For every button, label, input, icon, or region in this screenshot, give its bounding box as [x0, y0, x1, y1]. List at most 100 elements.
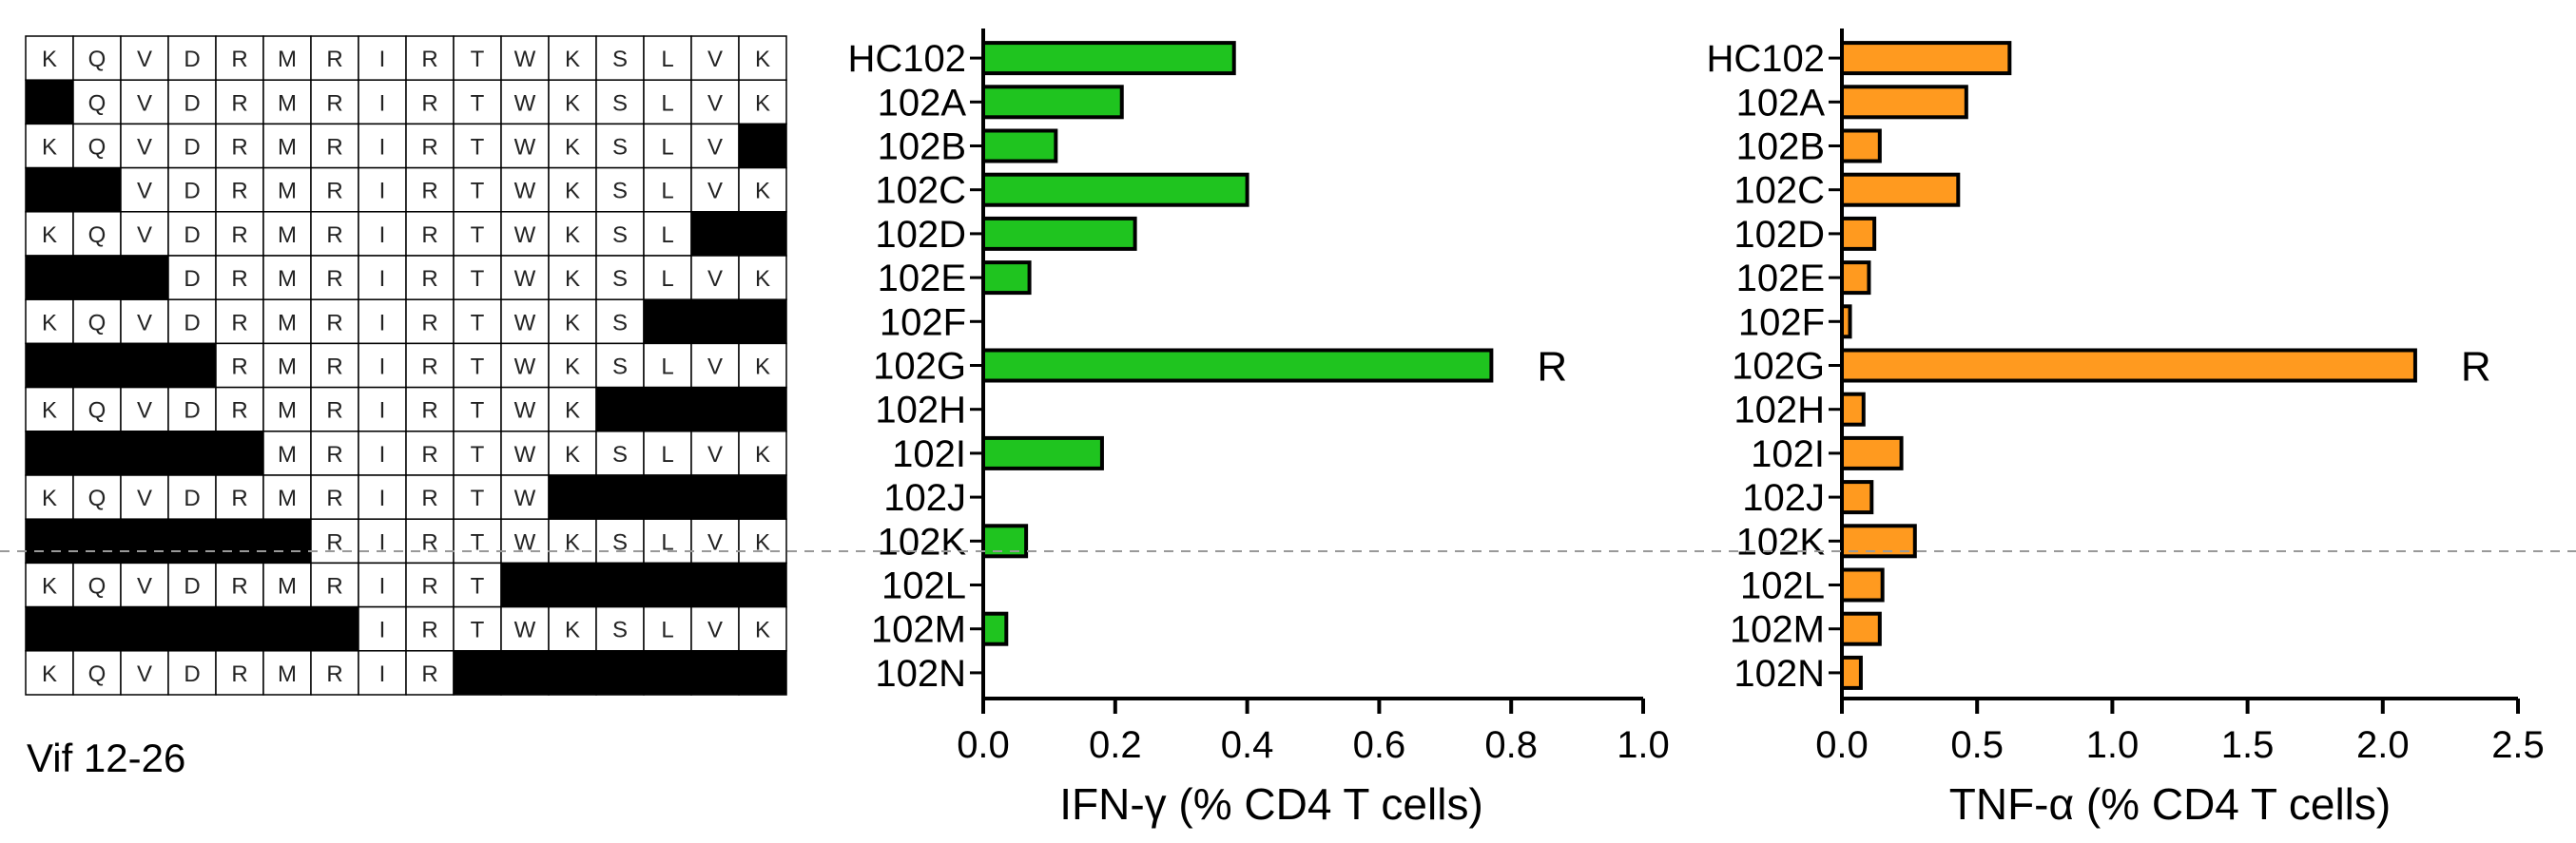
amino-acid-label: R: [231, 486, 247, 511]
amino-acid-label: M: [278, 574, 297, 600]
bar: [981, 128, 1058, 163]
peptide-cell-blank: [738, 298, 787, 345]
peptide-cell: [215, 255, 264, 300]
peptide-cell: [405, 211, 455, 257]
peptide-cell: [25, 211, 74, 257]
peptide-cell: [500, 518, 550, 565]
peptide-cell-blank: [595, 386, 645, 432]
amino-acid-label: I: [379, 266, 386, 292]
amino-acid-label: S: [612, 90, 628, 116]
peptide-caption: Vif 12-26: [27, 736, 185, 780]
peptide-cell-blank: [167, 342, 217, 389]
peptide-cell: [167, 255, 217, 300]
peptide-cell: [262, 650, 312, 696]
amino-acid-label: K: [565, 47, 580, 72]
amino-acid-label: R: [421, 574, 437, 600]
peptide-cell: [738, 35, 787, 81]
amino-acid-label: R: [231, 135, 247, 161]
peptide-cell-blank: [548, 650, 597, 696]
peptide-cell-blank: [215, 431, 264, 476]
amino-acid-label: K: [565, 179, 580, 204]
peptide-cell-blank: [643, 386, 692, 432]
peptide-grid: K Q V D R M R I R T W K S L V KQ V D R M R I R T W K S L V KK Q V D R M R I R…: [25, 35, 787, 696]
amino-acid-label: S: [612, 135, 628, 161]
peptide-cell-blank: [500, 562, 550, 608]
annotation-label: R: [2461, 344, 2491, 391]
peptide-cell: [167, 166, 217, 213]
x-tick-label: 1.5: [2221, 724, 2275, 766]
amino-acid-label: W: [514, 47, 536, 72]
amino-acid-label: T: [471, 618, 485, 643]
amino-acid-label: D: [184, 310, 200, 335]
peptide-cell: [120, 386, 169, 432]
category-label: 102G: [1732, 346, 1825, 388]
category-label: HC102: [847, 38, 966, 80]
peptide-cell: [738, 255, 787, 300]
category-label: 102A: [878, 82, 967, 124]
peptide-cell: [167, 211, 217, 257]
peptide-cell-blank: [25, 166, 74, 213]
amino-acid-label: K: [42, 310, 57, 335]
bar: [981, 260, 1032, 296]
bar: [1840, 216, 1877, 251]
ifn-gamma-axis-title: IFN-γ (% CD4 T cells): [1059, 779, 1483, 829]
amino-acid-label: Q: [88, 310, 107, 335]
amino-acid-label: R: [231, 574, 247, 600]
amino-acid-label: R: [421, 90, 437, 116]
peptide-cell: [215, 166, 264, 213]
amino-acid-label: L: [661, 618, 673, 643]
category-label: 102C: [1733, 170, 1825, 212]
amino-acid-label: I: [379, 486, 386, 511]
peptide-cell: [167, 474, 217, 520]
amino-acid-label: W: [514, 90, 536, 116]
peptide-cell-blank: [120, 342, 169, 389]
amino-acid-label: W: [514, 310, 536, 335]
peptide-cell-blank: [72, 255, 122, 300]
peptide-cell: [405, 342, 455, 389]
amino-acid-label: Q: [88, 398, 107, 424]
amino-acid-label: K: [565, 442, 580, 468]
peptide-cell: [738, 431, 787, 476]
peptide-cell-blank: [262, 605, 312, 652]
amino-acid-label: S: [612, 179, 628, 204]
bar: [1840, 348, 2417, 383]
amino-acid-label: L: [661, 222, 673, 248]
amino-acid-label: M: [278, 661, 297, 687]
amino-acid-label: R: [231, 179, 247, 204]
amino-acid-label: K: [565, 222, 580, 248]
peptide-cell: [548, 342, 597, 389]
amino-acid-label: R: [421, 310, 437, 335]
category-label: HC102: [1706, 38, 1825, 80]
amino-acid-label: K: [42, 47, 57, 72]
amino-acid-label: D: [184, 574, 200, 600]
category-label: 102J: [1742, 477, 1825, 519]
peptide-cell: [310, 431, 359, 476]
amino-acid-label: D: [184, 135, 200, 161]
amino-acid-label: K: [42, 222, 57, 248]
peptide-cell: [310, 211, 359, 257]
amino-acid-label: I: [379, 618, 386, 643]
amino-acid-label: S: [612, 618, 628, 643]
bar: [981, 611, 1009, 646]
category-label: 102B: [878, 126, 966, 168]
category-label: 102M: [871, 609, 966, 651]
peptide-cell-blank: [643, 650, 692, 696]
amino-acid-label: M: [278, 179, 297, 204]
amino-acid-label: R: [421, 529, 437, 555]
category-label: 102D: [875, 214, 966, 256]
peptide-cell: [690, 166, 740, 213]
amino-acid-label: M: [278, 310, 297, 335]
category-label: 102I: [1751, 433, 1825, 475]
amino-acid-label: K: [565, 135, 580, 161]
amino-acid-label: R: [231, 222, 247, 248]
amino-acid-label: K: [755, 618, 770, 643]
amino-acid-label: K: [565, 529, 580, 555]
peptide-cell: [167, 298, 217, 345]
amino-acid-label: I: [379, 135, 386, 161]
amino-acid-label: Q: [88, 47, 107, 72]
peptide-cell: [358, 562, 407, 608]
amino-acid-label: R: [326, 266, 342, 292]
